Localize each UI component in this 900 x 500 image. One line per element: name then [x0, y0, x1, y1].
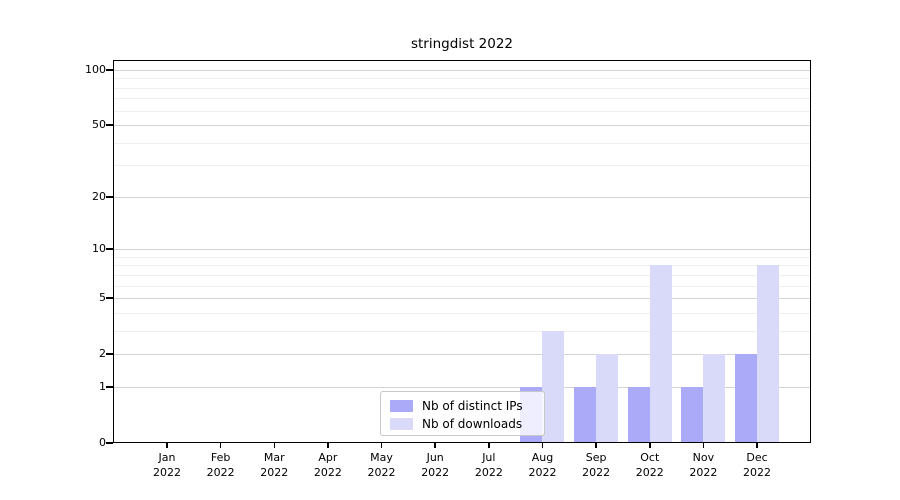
- x-tick-label: Mar 2022: [260, 451, 289, 479]
- y-gridline-minor: [113, 274, 811, 276]
- y-gridline-minor: [113, 256, 811, 258]
- y-gridline-minor: [113, 98, 811, 100]
- y-tick-mark: [106, 248, 113, 250]
- y-gridline-minor: [113, 142, 811, 144]
- x-tick-label: Jan 2022: [153, 451, 181, 479]
- bar-downloads-aug: [542, 330, 565, 443]
- x-tick-mark: [756, 443, 758, 448]
- x-tick-mark: [327, 443, 329, 448]
- y-tick-mark: [106, 297, 113, 299]
- x-tick-label: Oct 2022: [635, 451, 664, 479]
- y-tick-mark: [106, 353, 113, 355]
- bar-downloads-oct: [649, 265, 672, 443]
- y-gridline-major: [113, 69, 811, 71]
- x-tick-mark: [595, 443, 597, 448]
- bar-distinct-ips-oct: [627, 386, 650, 443]
- x-tick-mark: [649, 443, 651, 448]
- x-tick-label: Aug 2022: [528, 451, 557, 479]
- x-tick-mark: [488, 443, 490, 448]
- y-tick-label: 50: [92, 118, 106, 132]
- y-gridline-major: [113, 298, 811, 300]
- x-tick-label: Jun 2022: [421, 451, 450, 479]
- y-tick-label: 2: [99, 347, 106, 361]
- bar-downloads-nov: [703, 354, 726, 443]
- legend-row-downloads: Nb of downloads: [381, 415, 544, 433]
- y-tick-mark: [106, 69, 113, 71]
- x-tick-mark: [434, 443, 436, 448]
- y-gridline-minor: [113, 285, 811, 287]
- y-gridline-minor: [113, 165, 811, 167]
- x-tick-mark: [166, 443, 168, 448]
- y-tick-label: 0: [99, 436, 106, 449]
- bar-distinct-ips-dec: [735, 354, 758, 443]
- y-tick-mark: [106, 442, 113, 444]
- legend-label-downloads: Nb of downloads: [422, 417, 523, 431]
- y-gridline-minor: [113, 265, 811, 267]
- y-tick-label: 1: [99, 379, 106, 393]
- legend-swatch-downloads-icon: [390, 418, 413, 430]
- y-tick-label: 100: [85, 62, 106, 76]
- legend-swatch-distinct-ips-icon: [390, 400, 413, 412]
- x-tick-label: Apr 2022: [313, 451, 342, 479]
- y-gridline-major: [113, 386, 811, 388]
- y-gridline-major: [113, 354, 811, 356]
- x-tick-label: Feb 2022: [206, 451, 235, 479]
- y-gridline-minor: [113, 110, 811, 112]
- y-tick-mark: [106, 196, 113, 198]
- bar-distinct-ips-nov: [681, 386, 704, 443]
- legend-row-distinct-ips: Nb of distinct IPs: [381, 397, 544, 415]
- x-tick-label: May 2022: [367, 451, 396, 479]
- bar-downloads-sep: [596, 354, 619, 443]
- x-tick-mark: [219, 443, 222, 448]
- y-tick-mark: [106, 386, 113, 388]
- plot-area: Nb of distinct IPs Nb of downloads: [113, 60, 811, 443]
- x-tick-mark: [273, 443, 276, 448]
- bar-downloads-dec: [757, 265, 780, 443]
- x-tick-mark: [702, 443, 705, 448]
- y-gridline-minor: [113, 312, 811, 314]
- legend-label-distinct-ips: Nb of distinct IPs: [422, 399, 523, 413]
- y-gridline-minor: [113, 78, 811, 80]
- y-gridline-minor: [113, 87, 811, 89]
- y-gridline-major: [113, 249, 811, 251]
- y-gridline-major: [113, 196, 811, 198]
- x-tick-mark: [541, 443, 544, 448]
- legend: Nb of distinct IPs Nb of downloads: [380, 391, 545, 436]
- chart-title: stringdist 2022: [410, 36, 514, 52]
- y-tick-mark: [106, 124, 113, 126]
- y-tick-label: 5: [99, 291, 106, 305]
- x-tick-label: Nov 2022: [689, 451, 718, 479]
- x-tick-label: Jul 2022: [474, 451, 503, 479]
- y-tick-label: 20: [92, 189, 106, 203]
- bar-distinct-ips-sep: [574, 386, 597, 443]
- x-tick-mark: [380, 443, 383, 448]
- y-gridline-major: [113, 125, 811, 127]
- y-gridline-minor: [113, 330, 811, 332]
- y-tick-label: 10: [92, 242, 106, 256]
- x-tick-label: Dec 2022: [743, 451, 772, 479]
- x-tick-label: Sep 2022: [582, 451, 611, 479]
